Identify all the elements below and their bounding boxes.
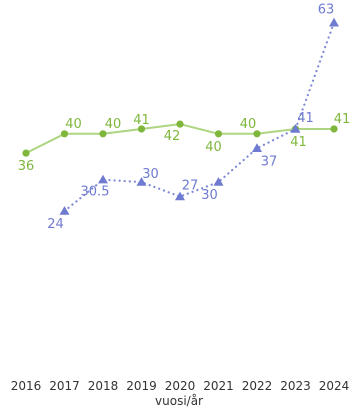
series-1-data-label: 42 [164, 129, 181, 144]
series-2-point-2024 [329, 17, 339, 27]
series-2-point-2023 [290, 124, 301, 133]
x-tick-label: 2019 [126, 379, 157, 393]
x-tick-label: 2016 [11, 379, 42, 393]
series-2-point-2020 [175, 191, 185, 201]
x-tick-label: 2017 [49, 379, 80, 393]
series-1-data-label: 41 [290, 135, 307, 150]
series-1-data-label: 40 [65, 117, 82, 132]
x-tick-label: 2024 [319, 379, 350, 393]
series-1-point-2024 [330, 125, 338, 133]
x-tick-label: 2020 [165, 379, 196, 393]
series-1-data-label: 41 [334, 112, 351, 127]
series-1-point-2019 [137, 125, 146, 133]
series-2-data-label: 24 [47, 217, 64, 232]
series-1-point-2020 [176, 120, 184, 128]
series-2-point-2018 [98, 174, 108, 184]
series-2-data-label: 27 [182, 179, 199, 194]
series-1-point-2018 [99, 130, 107, 138]
series-2-data-label: 30.5 [81, 185, 110, 200]
x-tick-label: 2018 [88, 379, 119, 393]
series-2-point-2021 [213, 177, 224, 186]
series-1-point-2021 [214, 130, 223, 138]
x-axis-title: vuosi/år [155, 394, 203, 408]
series-1-data-label: 40 [105, 117, 122, 132]
series-1-point-2016 [22, 149, 30, 157]
x-tick-label: 2022 [242, 379, 273, 393]
series-2-data-label: 37 [261, 154, 278, 169]
series-2-data-label: 63 [318, 3, 335, 18]
series-2-data-label: 30 [201, 188, 218, 203]
series-2-line [63, 21, 336, 213]
series-2-data-label: 30 [142, 167, 159, 182]
series-1-data-label: 36 [18, 159, 35, 174]
series-1-point-2022 [253, 130, 261, 138]
series-2-point-2019 [136, 177, 147, 186]
series-2-point-2017 [59, 206, 70, 215]
series-1-point-2017 [60, 130, 69, 138]
series-1-data-label: 41 [133, 113, 150, 128]
series-1-data-label: 40 [205, 140, 222, 155]
series-2-data-label: 41 [297, 111, 314, 126]
x-tick-label: 2021 [203, 379, 234, 393]
series-1-data-label: 40 [240, 117, 257, 132]
x-tick-label: 2023 [280, 379, 311, 393]
series-2-point-2022 [252, 143, 262, 152]
